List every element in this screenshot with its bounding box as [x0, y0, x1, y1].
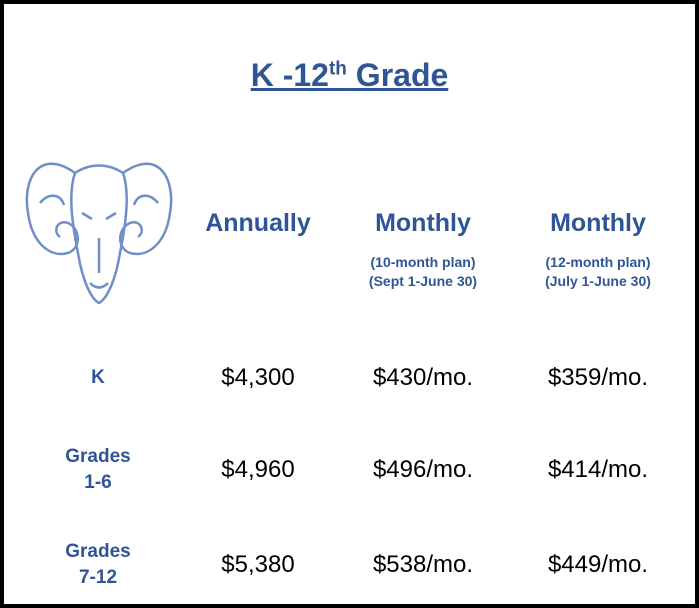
column-header: Monthly	[508, 209, 688, 238]
row-label: Grades	[38, 444, 158, 470]
column-header: Monthly	[333, 209, 513, 238]
row-label: Grades	[38, 539, 158, 565]
title-sup: th	[329, 58, 347, 79]
price-cell: $4,300	[168, 364, 348, 392]
price-cell: $5,380	[168, 551, 348, 579]
ram-logo	[20, 143, 178, 308]
price-cell: $359/mo.	[508, 364, 688, 392]
row-label: K	[38, 365, 158, 391]
column-note: (July 1-June 30)	[508, 273, 688, 289]
column-note: (10-month plan)	[333, 254, 513, 270]
title-rest: Grade	[347, 57, 448, 93]
title: K -12th Grade	[0, 57, 699, 94]
price-cell: $4,960	[168, 456, 348, 484]
column-note: (Sept 1-June 30)	[333, 273, 513, 289]
price-cell: $414/mo.	[508, 456, 688, 484]
row-label: 1-6	[38, 470, 158, 496]
price-cell: $538/mo.	[333, 551, 513, 579]
column-header: Annually	[168, 209, 348, 238]
price-cell: $430/mo.	[333, 364, 513, 392]
page: K -12th Grade (() => { const data = JSON…	[0, 0, 699, 581]
price-cell: $496/mo.	[333, 456, 513, 484]
title-main: K -12	[251, 57, 329, 93]
price-cell: $449/mo.	[508, 551, 688, 579]
column-note: (12-month plan)	[508, 254, 688, 270]
row-label: 7-12	[38, 565, 158, 591]
